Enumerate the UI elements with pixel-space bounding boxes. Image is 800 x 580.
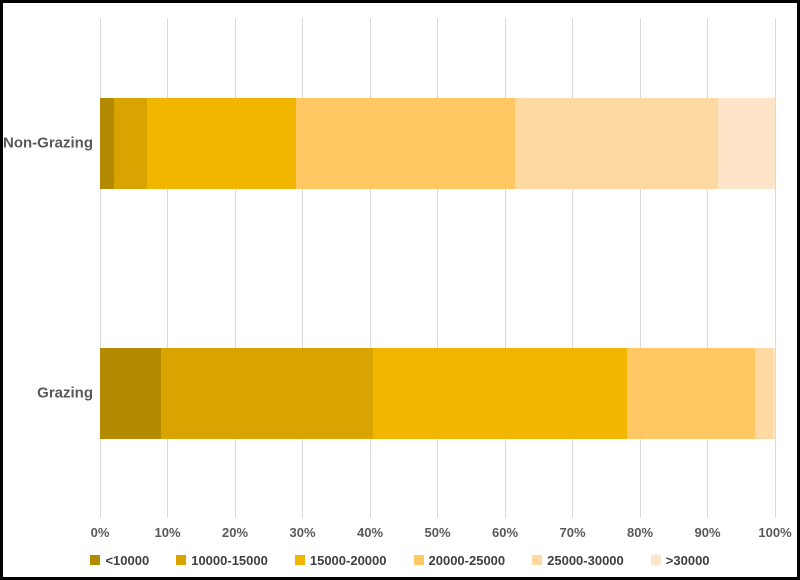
legend-swatch-icon [650, 555, 661, 565]
bar-segment [147, 97, 296, 189]
gridline [707, 18, 708, 518]
bar-segment [113, 97, 148, 189]
legend-item: <10000 [90, 553, 149, 568]
legend: <10000 10000-15000 15000-20000 20000-25000 2… [3, 549, 797, 571]
legend-label: 15000-20000 [309, 552, 387, 568]
legend-label: 20000-25000 [428, 552, 506, 568]
x-axis-tick-label: 50% [424, 525, 451, 540]
gridline [99, 18, 101, 518]
category-label: Grazing [37, 384, 93, 402]
gridline [369, 18, 371, 518]
x-axis-tick-label: 30% [289, 525, 316, 540]
bar-segment [100, 97, 114, 189]
legend-item: 15000-20000 [294, 552, 387, 568]
legend-swatch-icon [294, 555, 305, 565]
bar-row [100, 347, 775, 439]
legend-swatch-icon [413, 555, 424, 565]
bar-segment [772, 347, 775, 439]
legend-label: 10000-15000 [191, 552, 268, 568]
legend-label: <10000 [105, 552, 150, 568]
gridline [437, 18, 438, 518]
x-axis-tick-label: 100% [758, 525, 792, 540]
bar-segment [160, 347, 374, 439]
y-axis-category-labels: Non-Grazing Grazing [3, 18, 93, 518]
legend-item: 25000-30000 [532, 553, 624, 568]
x-axis-tick-label: 20% [221, 525, 249, 540]
bar-segment [515, 97, 718, 189]
legend-item: >30000 [650, 552, 710, 568]
category-label: Non-Grazing [3, 134, 93, 152]
bar-segment [754, 347, 773, 439]
gridline [234, 18, 236, 518]
x-axis-tick-label: 90% [694, 525, 721, 540]
legend-swatch-icon [90, 555, 101, 565]
legend-label: >30000 [665, 552, 710, 568]
legend-item: 20000-25000 [413, 552, 506, 568]
x-axis: 0% 10% 20% 30% 40% 50% 60% 70% 80% 90% 100% [91, 525, 792, 543]
legend-item: 10000-15000 [176, 553, 268, 568]
x-axis-tick-label: 10% [154, 525, 181, 540]
bar-segment [717, 97, 775, 189]
bar-segment [295, 97, 516, 189]
gridline [774, 18, 776, 518]
x-axis-tick-label: 70% [559, 525, 586, 540]
x-axis-tick-label: 80% [626, 525, 654, 540]
x-axis-tick-label: 60% [491, 525, 519, 540]
gridline [572, 18, 573, 518]
bar-segment [100, 347, 161, 439]
x-axis-tick-label: 40% [356, 525, 384, 540]
gridline [167, 18, 168, 518]
bar-segment [626, 347, 755, 439]
bar-row [100, 97, 775, 189]
gridline [639, 18, 641, 518]
gridline [504, 18, 506, 518]
gridline [302, 18, 303, 518]
legend-label: 25000-30000 [547, 552, 624, 568]
legend-swatch-icon [176, 555, 187, 565]
plot-area [99, 18, 776, 518]
bar-segment [373, 347, 627, 439]
legend-swatch-icon [532, 555, 543, 565]
x-axis-tick-label: 0% [90, 525, 110, 540]
